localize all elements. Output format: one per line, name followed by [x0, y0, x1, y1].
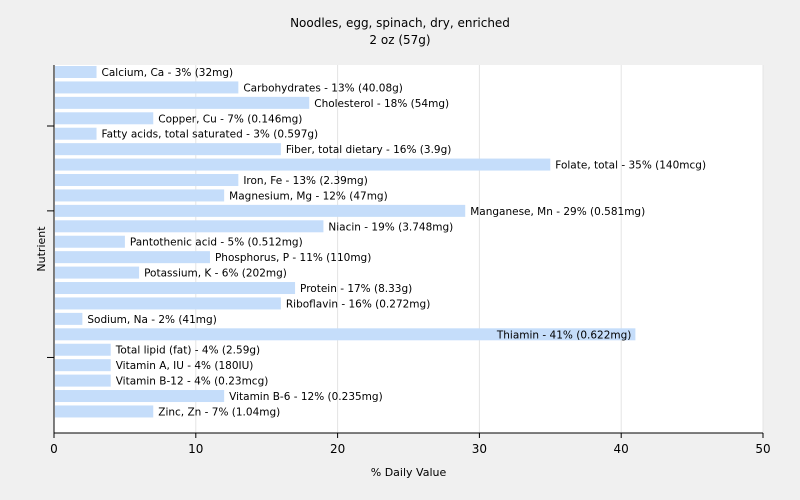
- bar-label: Carbohydrates - 13% (40.08g): [243, 82, 403, 94]
- plot-area: [54, 65, 763, 433]
- bar: [55, 297, 281, 310]
- bar-label: Vitamin B-12 - 4% (0.23mcg): [116, 376, 269, 388]
- bar-label: Zinc, Zn - 7% (1.04mg): [158, 406, 280, 418]
- x-tick-label: 20: [330, 442, 345, 456]
- bar: [55, 112, 154, 125]
- bar-label: Riboflavin - 16% (0.272mg): [286, 298, 430, 310]
- bar-label: Thiamin - 41% (0.622mg): [496, 329, 632, 341]
- bar: [55, 374, 111, 387]
- x-tick-label: 30: [472, 442, 487, 456]
- bar-label: Potassium, K - 6% (202mg): [144, 268, 287, 280]
- x-tick-label: 0: [50, 442, 58, 456]
- bar-label: Copper, Cu - 7% (0.146mg): [158, 113, 302, 125]
- bar: [55, 266, 140, 279]
- bar: [55, 282, 296, 295]
- bar-label: Phosphorus, P - 11% (110mg): [215, 252, 371, 264]
- bar: [55, 359, 111, 372]
- bar-label: Total lipid (fat) - 4% (2.59g): [115, 345, 260, 357]
- bar-label: Niacin - 19% (3.748mg): [328, 221, 453, 233]
- bar-label: Cholesterol - 18% (54mg): [314, 98, 449, 110]
- bar: [55, 220, 324, 233]
- bar-label: Fiber, total dietary - 16% (3.9g): [286, 144, 451, 156]
- bar-label: Calcium, Ca - 3% (32mg): [102, 67, 234, 79]
- chart-title: Noodles, egg, spinach, dry, enriched: [290, 16, 510, 30]
- bar-label: Manganese, Mn - 29% (0.581mg): [470, 206, 645, 218]
- bar: [55, 158, 551, 171]
- bar: [55, 390, 225, 403]
- bar: [55, 204, 466, 217]
- bar-label: Sodium, Na - 2% (41mg): [87, 314, 216, 326]
- y-axis-title: Nutrient: [35, 226, 48, 272]
- bar-label: Protein - 17% (8.33g): [300, 283, 412, 295]
- bar-label: Iron, Fe - 13% (2.39mg): [243, 175, 367, 187]
- x-tick-label: 10: [188, 442, 203, 456]
- chart-subtitle: 2 oz (57g): [369, 33, 431, 47]
- bar: [55, 96, 310, 109]
- bar: [55, 343, 111, 356]
- bar-label: Fatty acids, total saturated - 3% (0.597…: [102, 129, 319, 141]
- bar: [55, 312, 83, 325]
- bar: [55, 174, 239, 187]
- bar: [55, 127, 97, 140]
- bar-label: Pantothenic acid - 5% (0.512mg): [130, 237, 303, 249]
- bar: [55, 189, 225, 202]
- bar-label: Folate, total - 35% (140mcg): [555, 160, 706, 172]
- x-tick-label: 50: [755, 442, 770, 456]
- bar: [55, 66, 97, 78]
- bar: [55, 251, 210, 264]
- bar: [55, 328, 636, 341]
- x-tick-label: 40: [614, 442, 629, 456]
- bar: [55, 81, 239, 94]
- bar-label: Vitamin A, IU - 4% (180IU): [116, 360, 254, 372]
- bar: [55, 235, 125, 248]
- bar: [55, 405, 154, 418]
- bar-label: Vitamin B-6 - 12% (0.235mg): [229, 391, 383, 403]
- bar-label: Magnesium, Mg - 12% (47mg): [229, 190, 388, 202]
- x-axis-title: % Daily Value: [371, 466, 447, 479]
- bar: [55, 143, 281, 156]
